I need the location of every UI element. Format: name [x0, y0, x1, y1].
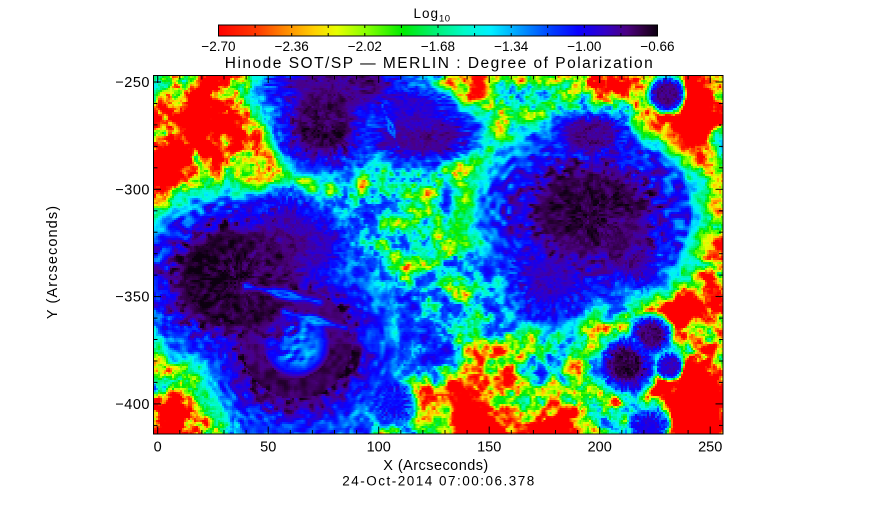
svg-text:200: 200 [588, 440, 612, 456]
svg-text:X (Arcseconds): X (Arcseconds) [383, 458, 488, 474]
svg-text:−1.68: −1.68 [421, 39, 455, 54]
svg-text:−2.70: −2.70 [201, 39, 235, 54]
svg-text:−1.00: −1.00 [567, 39, 601, 54]
svg-text:Y (Arcseconds): Y (Arcseconds) [45, 205, 61, 319]
svg-text:−2.02: −2.02 [348, 39, 382, 54]
svg-text:0: 0 [154, 440, 162, 456]
svg-text:24-Oct-2014 07:00:06.378: 24-Oct-2014 07:00:06.378 [342, 474, 536, 489]
svg-text:−350: −350 [115, 290, 150, 306]
svg-text:−400: −400 [115, 397, 150, 413]
svg-text:50: 50 [260, 440, 276, 456]
svg-text:Log10: Log10 [413, 6, 450, 25]
svg-text:100: 100 [367, 440, 391, 456]
svg-text:−1.34: −1.34 [494, 39, 529, 54]
svg-text:−2.36: −2.36 [275, 39, 309, 54]
svg-text:−250: −250 [115, 75, 150, 91]
svg-text:Hinode SOT/SP — MERLIN : Degre: Hinode SOT/SP — MERLIN : Degree of Polar… [225, 55, 654, 72]
svg-text:−300: −300 [115, 182, 150, 198]
svg-text:150: 150 [477, 440, 501, 456]
svg-text:−0.66: −0.66 [640, 39, 674, 54]
svg-text:250: 250 [698, 440, 722, 456]
